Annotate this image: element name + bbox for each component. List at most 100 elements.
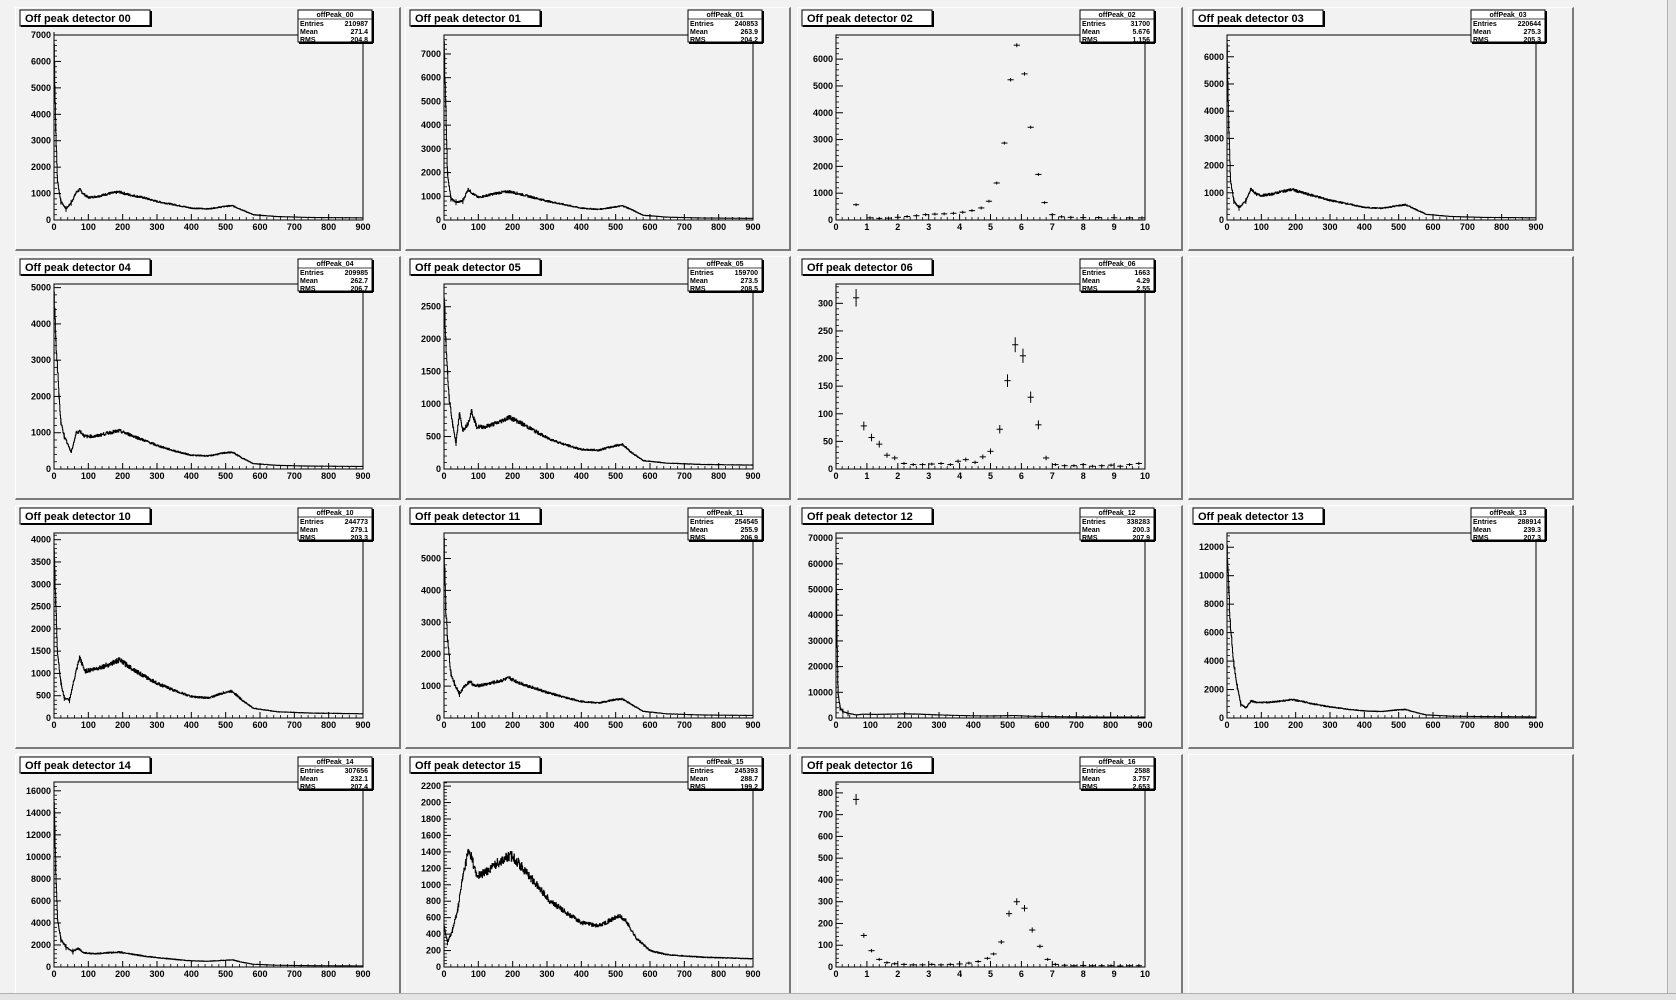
stats-label: Mean [690,29,708,36]
y-tick-label: 3000 [421,144,441,154]
stats-label: Mean [300,527,318,534]
x-tick-label: 600 [252,471,267,481]
data-point [1044,957,1051,961]
y-tick-label: 40000 [808,610,833,620]
y-tick-label: 500 [818,853,833,863]
histogram-pad: 0 100 200 300 400 500 600 700 800 900 0 500 1000 1500… [15,505,401,749]
histogram-title: Off peak detector 03 [1192,9,1325,27]
stats-name: offPeak_12 [1099,510,1136,517]
x-tick-label: 700 [677,222,692,232]
x-tick-label: 600 [252,720,267,730]
svg-text:Off peak detector 13: Off peak detector 13 [1198,511,1304,523]
x-tick-label: 200 [1288,720,1303,730]
x-tick-label: 5 [988,222,993,232]
x-tick-label: 200 [897,720,912,730]
stats-value: 3.757 [1132,776,1150,783]
x-tick-label: 900 [1528,720,1543,730]
data-point [998,939,1005,945]
stats-label: RMS [1473,535,1489,542]
y-tick-label: 150 [818,381,833,391]
data-point [1035,172,1042,176]
empty-pad [1188,754,1574,998]
y-tick-label: 4000 [31,319,51,329]
data-point [1135,964,1142,968]
y-tick-label: 800 [818,788,833,798]
stats-label: RMS [1473,37,1489,44]
stats-box: offPeak_10 Entries 244773 Mean 279.1 RMS 203.3 [297,507,374,542]
svg-text:Off peak detector 15: Off peak detector 15 [415,760,521,772]
x-tick-label: 3 [926,222,931,232]
y-tick-label: 1400 [421,847,441,857]
plot-frame [53,34,364,221]
data-point [876,216,883,220]
y-tick-label: 20000 [808,662,833,672]
x-tick-label: 500 [608,969,623,979]
x-tick-label: 800 [1494,720,1509,730]
histogram-svg: 0 100 200 300 400 500 600 700 800 900 0 500 1000 1500… [19,507,374,730]
stats-value: 159700 [735,270,758,277]
x-tick-label: 500 [218,222,233,232]
histogram-title: Off peak detector 16 [801,756,934,774]
histogram-pad: 0 1 2 3 4 5 6 7 8 9 10 0 50 100 150 200 250 300 Off peak d… [797,256,1183,500]
stats-label: RMS [690,535,706,542]
stats-value: 275.3 [1523,29,1541,36]
stats-label: Entries [300,21,324,28]
histogram-svg: 0 100 200 300 400 500 600 700 800 900 0 1000 2000 300… [409,507,764,730]
histogram-pad: 0 100 200 300 400 500 600 700 800 900 0 1000 2000 300… [15,7,401,251]
data-point [931,212,938,216]
x-tick-label: 900 [355,720,370,730]
data-point [937,461,945,466]
stats-label: RMS [300,286,316,293]
stats-label: Mean [1082,29,1100,36]
data-point [1013,898,1020,906]
histogram-title: Off peak detector 15 [409,756,542,774]
data-point [947,962,954,966]
x-tick-label: 0 [51,471,56,481]
x-tick-label: 500 [608,471,623,481]
x-tick-label: 600 [1425,720,1440,730]
plot-frame [835,532,1146,719]
data-point [1067,215,1074,219]
plot-frame [1226,532,1537,719]
x-tick-label: 200 [115,471,130,481]
stats-value: 206.9 [740,535,758,542]
x-tick-label: 500 [608,222,623,232]
x-tick-label: 2 [895,471,900,481]
x-tick-label: 400 [1357,222,1372,232]
stats-label: RMS [300,784,316,791]
data-point [1021,905,1028,912]
data-point [965,961,972,965]
data-point [1027,125,1034,129]
y-tick-label: 10000 [1199,571,1224,581]
stats-name: offPeak_11 [707,510,744,517]
x-tick-label: 400 [574,720,589,730]
window-right-edge [1667,0,1676,1000]
y-tick-label: 0 [46,713,51,723]
data-point [1095,216,1102,220]
data-point [979,454,986,460]
x-tick-label: 0 [1224,720,1229,730]
stats-name: offPeak_14 [317,759,354,766]
data-point [1089,964,1096,968]
y-tick-label: 2000 [31,940,51,950]
stats-box: offPeak_16 Entries 2588 Mean 3.757 RMS 2.653 [1079,756,1156,791]
x-tick-label: 1 [864,969,869,979]
stats-label: Entries [690,270,714,277]
svg-text:Off peak detector 12: Off peak detector 12 [807,511,913,523]
x-tick-label: 1 [864,471,869,481]
stats-label: Entries [690,21,714,28]
histogram-svg: 0 100 200 300 400 500 600 700 800 900 0 2000 4000 600… [19,756,374,979]
stats-label: Entries [1473,21,1497,28]
x-tick-label: 900 [355,222,370,232]
stats-label: Mean [1082,278,1100,285]
x-tick-label: 800 [711,720,726,730]
x-tick-label: 600 [252,222,267,232]
stats-value: 2.653 [1132,784,1150,791]
svg-text:Off peak detector 10: Off peak detector 10 [25,511,131,523]
svg-text:Off peak detector 03: Off peak detector 03 [1198,13,1304,25]
stats-box: offPeak_11 Entries 254545 Mean 255.9 RMS 206.9 [687,507,764,542]
stats-name: offPeak_04 [317,261,354,268]
histogram-title: Off peak detector 04 [19,258,152,276]
histogram-pad: 0 100 200 300 400 500 600 700 800 900 0 2000 4000 600… [15,754,401,998]
stats-box: offPeak_15 Entries 245393 Mean 288.7 RMS 199.2 [687,756,764,791]
